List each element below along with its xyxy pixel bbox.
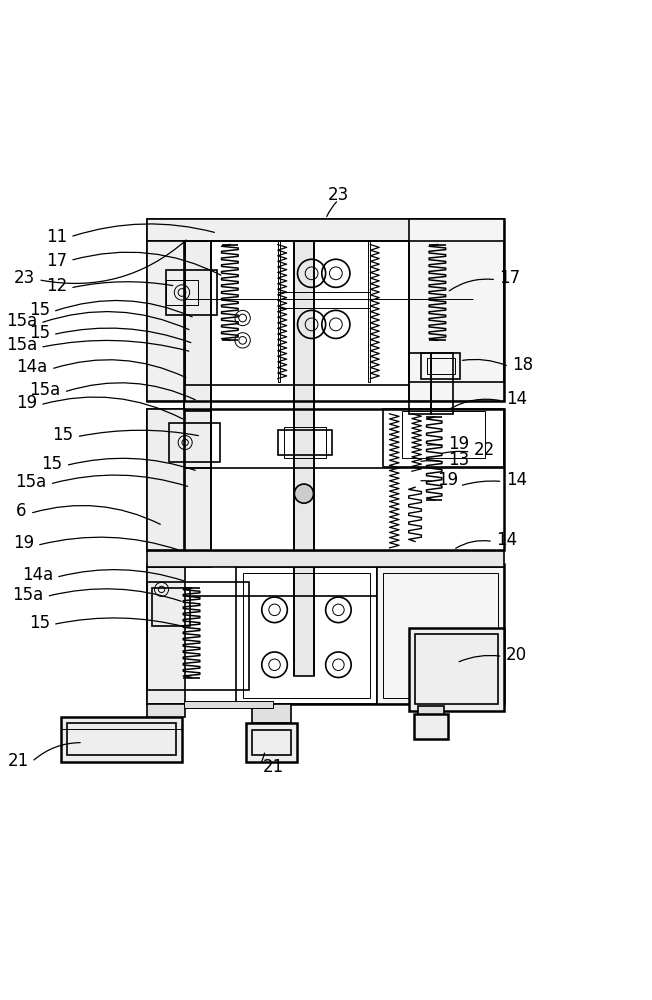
Bar — [402, 411, 485, 458]
Text: 14: 14 — [496, 531, 517, 549]
Bar — [243, 573, 370, 698]
Text: 17: 17 — [499, 269, 520, 287]
Bar — [418, 706, 444, 729]
Bar — [147, 564, 505, 704]
Text: 14: 14 — [506, 390, 527, 408]
Text: 12: 12 — [46, 277, 67, 295]
Text: 14a: 14a — [16, 358, 48, 376]
Text: 19: 19 — [16, 394, 37, 412]
Text: 23: 23 — [328, 186, 349, 204]
Bar — [166, 270, 217, 315]
Circle shape — [294, 484, 314, 503]
Text: 15a: 15a — [16, 473, 46, 491]
Text: 14: 14 — [506, 471, 527, 489]
Text: 17: 17 — [46, 252, 67, 270]
Bar — [185, 241, 473, 385]
Text: 15: 15 — [52, 426, 74, 444]
Text: 6: 6 — [16, 502, 27, 520]
Bar — [147, 411, 211, 468]
Bar — [377, 567, 505, 704]
Bar — [166, 280, 198, 305]
Bar — [147, 582, 249, 690]
Bar — [278, 241, 280, 382]
Text: 18: 18 — [512, 356, 533, 374]
Bar — [184, 701, 273, 708]
Bar — [409, 353, 431, 414]
Text: 11: 11 — [46, 228, 67, 246]
Bar — [252, 730, 291, 755]
Bar — [409, 219, 505, 401]
Text: 19: 19 — [437, 471, 458, 489]
Text: 15: 15 — [29, 614, 50, 632]
Text: 19: 19 — [12, 534, 34, 552]
Text: 14a: 14a — [22, 566, 53, 584]
Bar — [284, 427, 325, 458]
Text: 15a: 15a — [12, 586, 44, 604]
Bar — [147, 219, 505, 401]
Text: 22: 22 — [474, 441, 495, 459]
Bar — [169, 423, 220, 462]
Bar — [421, 353, 460, 379]
Bar — [409, 628, 505, 711]
Bar — [147, 219, 505, 241]
Bar — [252, 704, 291, 723]
Text: 19: 19 — [448, 435, 469, 453]
Bar — [147, 241, 185, 401]
Bar — [147, 704, 185, 717]
Bar — [61, 717, 182, 762]
Bar — [431, 353, 453, 414]
Text: 23: 23 — [14, 269, 35, 287]
Text: 20: 20 — [506, 646, 527, 664]
Bar — [236, 567, 377, 704]
Bar — [368, 241, 370, 382]
Text: 15a: 15a — [6, 312, 37, 330]
Bar — [415, 634, 498, 704]
Bar — [246, 723, 297, 762]
Text: 15: 15 — [42, 455, 63, 473]
Bar — [147, 551, 505, 567]
Text: 15a: 15a — [29, 381, 61, 399]
Bar — [426, 358, 454, 374]
Bar — [293, 241, 314, 676]
Bar — [414, 714, 448, 739]
Bar — [147, 567, 185, 704]
Text: 15: 15 — [29, 301, 50, 319]
Bar — [152, 588, 190, 626]
Bar — [383, 573, 498, 698]
Bar — [67, 723, 175, 755]
Text: 21: 21 — [7, 752, 29, 770]
Bar — [147, 409, 185, 550]
Text: 21: 21 — [263, 758, 284, 776]
Bar — [147, 409, 505, 550]
Bar — [278, 430, 332, 455]
Bar — [409, 241, 505, 382]
Bar — [383, 409, 505, 467]
Text: 15a: 15a — [6, 336, 37, 354]
Text: 15: 15 — [29, 324, 50, 342]
Text: 13: 13 — [448, 451, 469, 469]
Bar — [184, 241, 211, 567]
